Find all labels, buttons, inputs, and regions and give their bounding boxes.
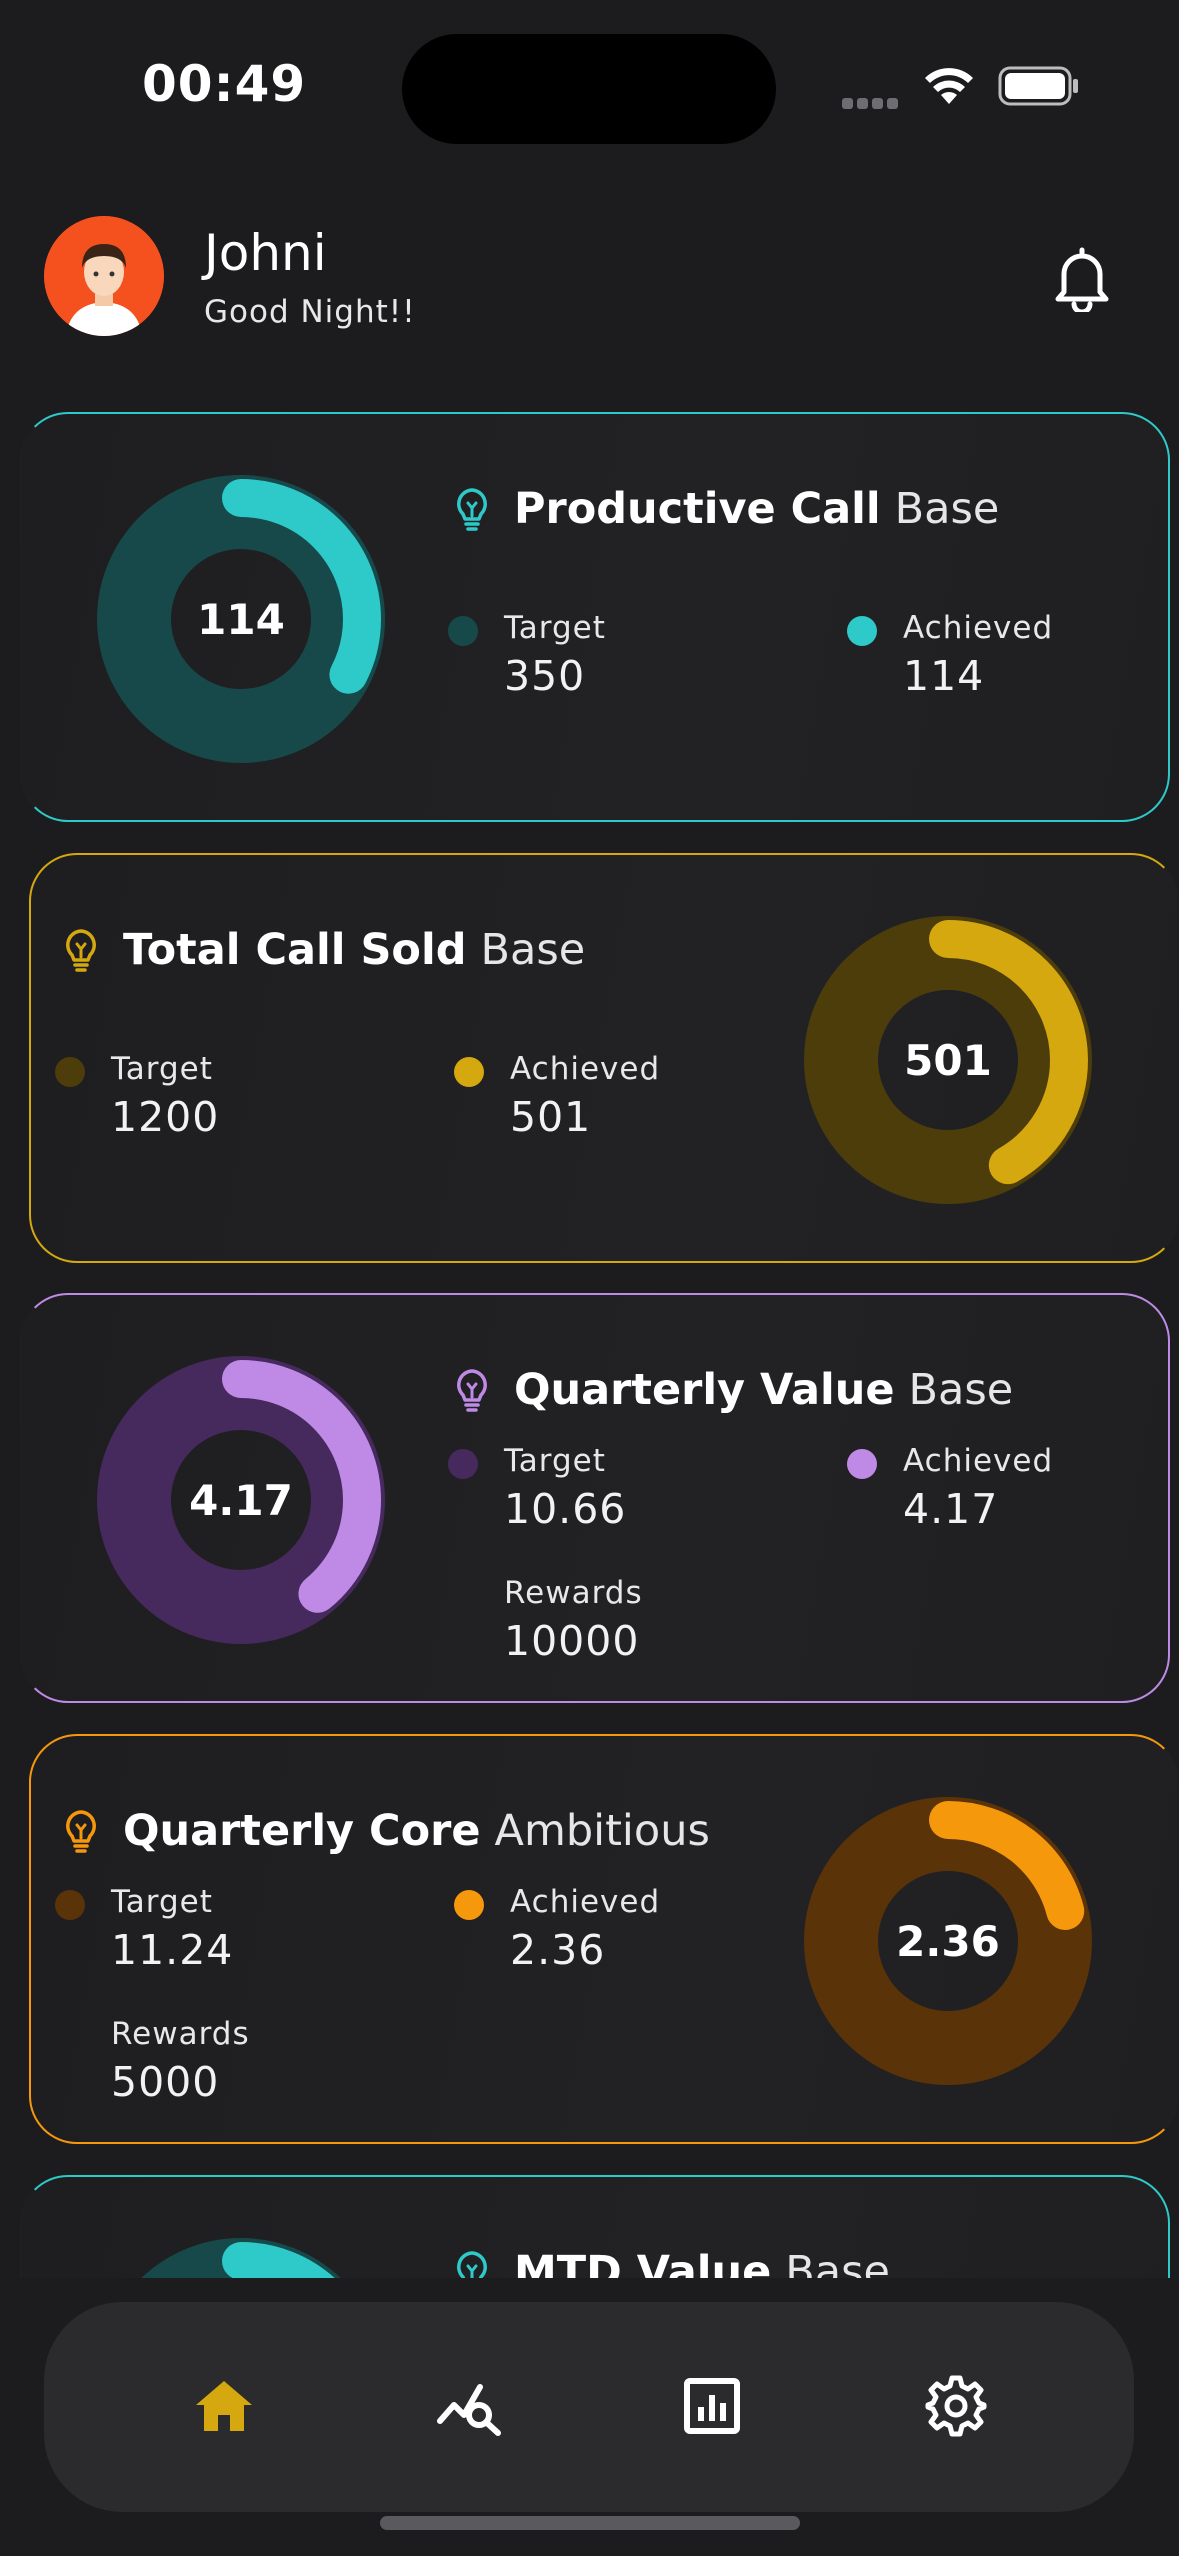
target-dot <box>55 1890 85 1920</box>
battery-icon <box>998 66 1078 106</box>
cellular-signal-icon <box>842 94 904 109</box>
achieved-dot <box>454 1057 484 1087</box>
card-title: Total Call Sold Base <box>61 925 585 975</box>
title-light: Base <box>785 2247 890 2278</box>
inner-ring <box>846 958 1050 1162</box>
kpi-card-productive-call[interactable]: 114 Productive Call Base Target 350 Achi… <box>20 412 1170 822</box>
home-indicator[interactable] <box>380 2516 800 2530</box>
kpi-card-mtd-value[interactable]: MTD Value Base <box>20 2175 1170 2278</box>
title-light: Ambitious <box>494 1806 710 1856</box>
achieved-dot <box>847 1449 877 1479</box>
ring-progress-arc <box>808 920 1088 1200</box>
user-name: Johni <box>204 224 327 282</box>
greeting-text: Good Night!! <box>204 294 416 330</box>
ring-progress-arc <box>101 1360 381 1640</box>
cards-scroll-area[interactable]: 114 Productive Call Base Target 350 Achi… <box>0 0 1179 2278</box>
title-strong: Quarterly Core <box>123 1806 481 1856</box>
target-value: 11.24 <box>111 1926 234 1974</box>
title-strong: Quarterly Value <box>514 1365 895 1415</box>
progress-ring <box>804 1797 1092 2085</box>
card-title: MTD Value Base <box>452 2247 890 2278</box>
dynamic-island <box>402 34 776 144</box>
kpi-card-total-call-sold[interactable]: 501 Total Call Sold Base Target 1200 Ach… <box>29 853 1179 1263</box>
tab-home[interactable] <box>182 2364 266 2448</box>
ring-progress-arc <box>101 2242 381 2278</box>
achieved-dot <box>847 616 877 646</box>
target-label: Target <box>504 1443 606 1479</box>
title-light: Base <box>894 484 1000 534</box>
target-dot <box>448 616 478 646</box>
report-chart-icon <box>684 2378 740 2434</box>
achieved-dot <box>454 1890 484 1920</box>
lightbulb-icon <box>457 488 487 531</box>
inner-ring <box>139 1398 343 1602</box>
analytics-search-icon <box>437 2384 501 2436</box>
achieved-value: 501 <box>510 1093 592 1141</box>
ring-center-value: 114 <box>197 594 285 644</box>
ring-center-value: 501 <box>904 1035 992 1085</box>
target-dot <box>448 1449 478 1479</box>
kpi-card-quarterly-core[interactable]: 2.36 Quarterly Core Ambitious Target 11.… <box>29 1734 1179 2144</box>
achieved-value: 2.36 <box>510 1926 606 1974</box>
card-title: Quarterly Core Ambitious <box>61 1806 710 1856</box>
lightbulb-icon <box>66 1810 96 1853</box>
title-strong: Total Call Sold <box>123 925 467 975</box>
home-icon <box>196 2381 252 2431</box>
rewards-label: Rewards <box>111 2016 250 2052</box>
target-value: 350 <box>504 652 586 700</box>
ring-center-value: 4.17 <box>189 1475 293 1525</box>
tab-settings[interactable] <box>914 2364 998 2448</box>
profile-header: Johni Good Night!! <box>0 210 1179 340</box>
inner-ring <box>846 1839 1050 2043</box>
target-value: 10.66 <box>504 1485 627 1533</box>
title-light: Base <box>480 925 586 975</box>
ring-center-value: 2.36 <box>896 1916 1000 1966</box>
rewards-value: 10000 <box>504 1617 640 1665</box>
lightbulb-icon <box>457 1369 487 1412</box>
ring-progress-arc <box>101 479 381 759</box>
title-light: Base <box>908 1365 1014 1415</box>
lightbulb-icon <box>457 2251 487 2278</box>
target-label: Target <box>504 610 606 646</box>
avatar[interactable] <box>44 216 164 336</box>
target-label: Target <box>111 1884 213 1920</box>
rewards-label: Rewards <box>504 1575 643 1611</box>
achieved-label: Achieved <box>903 1443 1054 1479</box>
bottom-tab-bar <box>44 2302 1134 2512</box>
achieved-label: Achieved <box>903 610 1054 646</box>
tab-analytics[interactable] <box>428 2364 512 2448</box>
target-value: 1200 <box>111 1093 220 1141</box>
user-avatar-icon <box>44 216 164 336</box>
title-strong: Productive Call <box>514 484 881 534</box>
achieved-label: Achieved <box>510 1051 661 1087</box>
progress-ring <box>804 916 1092 1204</box>
achieved-value: 114 <box>903 652 985 700</box>
wifi-icon <box>925 68 973 104</box>
title-strong: MTD Value <box>514 2247 772 2278</box>
inner-ring <box>139 517 343 721</box>
card-title: Quarterly Value Base <box>452 1365 1013 1415</box>
tab-reports[interactable] <box>670 2364 754 2448</box>
progress-ring <box>97 1356 385 1644</box>
rewards-value: 5000 <box>111 2058 220 2106</box>
achieved-value: 4.17 <box>903 1485 999 1533</box>
kpi-card-quarterly-value[interactable]: 4.17 Quarterly Value Base Target 10.66 A… <box>20 1293 1170 1703</box>
progress-ring <box>97 475 385 763</box>
settings-gear-icon <box>925 2375 987 2437</box>
target-dot <box>55 1057 85 1087</box>
status-bar: 00:49 <box>0 0 1179 170</box>
target-label: Target <box>111 1051 213 1087</box>
lightbulb-icon <box>66 929 96 972</box>
card-title: Productive Call Base <box>452 484 999 534</box>
progress-ring <box>101 2238 381 2278</box>
notification-bell-icon[interactable] <box>1050 246 1114 312</box>
status-time: 00:49 <box>142 55 307 113</box>
achieved-label: Achieved <box>510 1884 661 1920</box>
ring-progress-arc <box>808 1801 1088 2081</box>
